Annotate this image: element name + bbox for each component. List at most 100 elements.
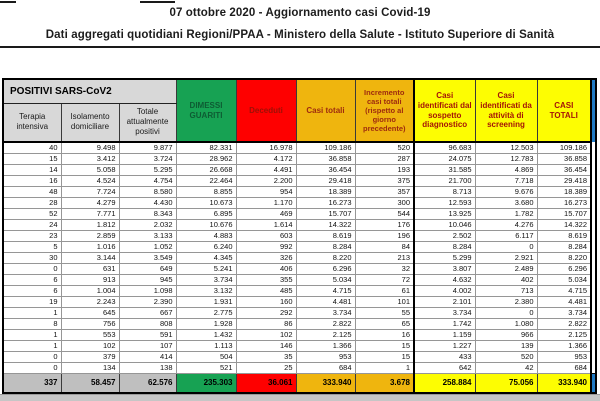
cell: 138 — [118, 361, 177, 374]
cutoff-blue-column — [590, 186, 596, 197]
total-deceduti: 36.061 — [235, 372, 297, 394]
cell: 756 — [60, 317, 120, 330]
total-isolamento-domiciliare: 58.457 — [60, 372, 120, 394]
totals-row: 337 58.457 62.576 235.303 36.061 333.940… — [2, 372, 596, 394]
cell: 3.549 — [118, 251, 177, 264]
cell: 16.978 — [235, 141, 297, 154]
cutoff-blue-column — [590, 230, 596, 241]
cell: 4.883 — [175, 229, 237, 242]
cell: 3.807 — [413, 262, 476, 275]
cell: 101 — [354, 295, 415, 308]
cell: 4.869 — [474, 163, 538, 176]
cell: 86 — [235, 317, 297, 330]
cell: 642 — [413, 361, 476, 374]
cutoff-blue-column — [590, 164, 596, 175]
col-header-casi-sospetto-diagnostico: Casi identificati dal sospetto diagnosti… — [413, 78, 476, 143]
cell: 3.132 — [175, 284, 237, 297]
cell: 6.240 — [175, 240, 237, 253]
total-sospetto-diagnostico: 258.884 — [413, 372, 476, 394]
cell: 4.754 — [118, 174, 177, 187]
cell: 520 — [354, 141, 415, 154]
cell: 953 — [295, 350, 356, 363]
cell: 402 — [474, 273, 538, 286]
cell: 6 — [2, 273, 62, 286]
cell: 326 — [235, 251, 297, 264]
cell: 1 — [2, 339, 62, 352]
table-row: 28 4.279 4.430 10.673 1.170 16.273 300 12.593 3.… — [2, 196, 596, 209]
cell: 2.101 — [413, 295, 476, 308]
cell: 4.172 — [235, 152, 297, 165]
cell: 603 — [235, 229, 297, 242]
cell: 4.715 — [536, 284, 592, 297]
cell: 176 — [354, 218, 415, 231]
cell: 1.782 — [474, 207, 538, 220]
cell: 4.481 — [536, 295, 592, 308]
total-terapia-intensiva: 337 — [2, 372, 62, 394]
cell: 6.296 — [295, 262, 356, 275]
cell: 631 — [60, 262, 120, 275]
cell: 713 — [474, 284, 538, 297]
total-screening: 75.056 — [474, 372, 538, 394]
cutoff-blue-column — [590, 241, 596, 252]
cell: 1.113 — [175, 339, 237, 352]
cell: 684 — [295, 361, 356, 374]
cutoff-blue-column — [590, 252, 596, 263]
cell: 8.619 — [536, 229, 592, 242]
cell: 4.002 — [413, 284, 476, 297]
total-casi-totali: 333.940 — [295, 372, 356, 394]
cell: 414 — [118, 350, 177, 363]
cell: 26.668 — [175, 163, 237, 176]
cell: 485 — [235, 284, 297, 297]
cell: 2.390 — [118, 295, 177, 308]
cell: 1.742 — [413, 317, 476, 330]
col-header-incremento-casi-totali: Incremento casi totali (rispetto al gior… — [354, 78, 415, 143]
cropped-border-segment — [140, 1, 175, 3]
col-header-casi-totali-finale: CASI TOTALI — [536, 78, 592, 143]
cutoff-blue-column — [590, 318, 596, 329]
cell: 520 — [474, 350, 538, 363]
cell: 52 — [2, 207, 62, 220]
cell: 4.632 — [413, 273, 476, 286]
cell: 1.366 — [536, 339, 592, 352]
cell: 32 — [354, 262, 415, 275]
cell: 213 — [354, 251, 415, 264]
cell: 15.707 — [295, 207, 356, 220]
cell: 12.593 — [413, 196, 476, 209]
cell: 15 — [354, 350, 415, 363]
cell: 102 — [235, 328, 297, 341]
col-header-totale-attualmente-positivi: Totale attualmente positivi — [118, 102, 177, 143]
table-row: 40 9.498 9.877 82.331 16.978 109.186 520 96.683… — [2, 141, 596, 154]
cell: 2.243 — [60, 295, 120, 308]
cell: 25 — [235, 361, 297, 374]
cell: 0 — [2, 262, 62, 275]
cell: 139 — [474, 339, 538, 352]
cutoff-blue-column — [590, 208, 596, 219]
cell: 2.380 — [474, 295, 538, 308]
cell: 31.585 — [413, 163, 476, 176]
cell: 2.822 — [536, 317, 592, 330]
sub-header-row: Terapia intensiva Isolamento domiciliare… — [2, 102, 596, 143]
cell: 7.724 — [60, 185, 120, 198]
cell: 3.724 — [118, 152, 177, 165]
cell: 8.713 — [413, 185, 476, 198]
total-attualmente-positivi: 62.576 — [118, 372, 177, 394]
cell: 6.117 — [474, 229, 538, 242]
cell: 15 — [354, 339, 415, 352]
cell: 1.931 — [175, 295, 237, 308]
cell: 160 — [235, 295, 297, 308]
cell: 10.673 — [175, 196, 237, 209]
cutoff-blue-column — [590, 329, 596, 340]
cell: 8.580 — [118, 185, 177, 198]
cell: 14 — [2, 163, 62, 176]
cell: 0 — [474, 240, 538, 253]
cell: 4.345 — [175, 251, 237, 264]
cell: 14.322 — [536, 218, 592, 231]
cutoff-blue-column — [590, 362, 596, 373]
cell: 16 — [2, 174, 62, 187]
cell: 954 — [235, 185, 297, 198]
cell: 4.430 — [118, 196, 177, 209]
cell: 28.962 — [175, 152, 237, 165]
cell: 1.159 — [413, 328, 476, 341]
cell: 6.895 — [175, 207, 237, 220]
col-header-deceduti: Deceduti — [235, 78, 297, 143]
